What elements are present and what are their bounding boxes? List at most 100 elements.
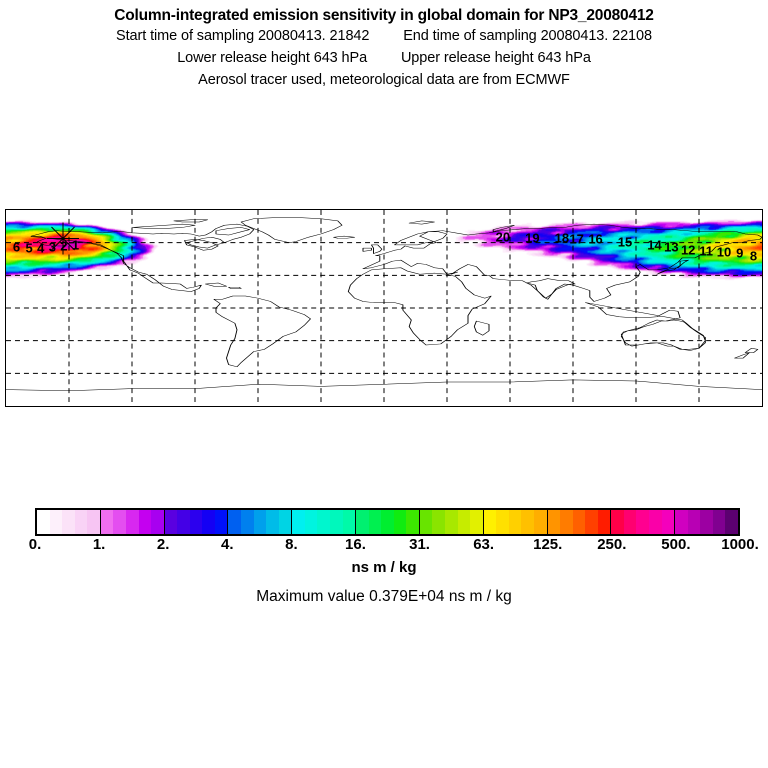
trajectory-label-20: 20 [495,229,511,245]
colorbar-band-3-2 [253,510,267,534]
colorbar-band-1-3 [138,510,152,534]
coastline-path-5 [213,295,311,368]
coastline-path-9 [370,244,383,254]
colorbar-band-0-3 [74,510,88,534]
coastline-path-3 [240,217,343,243]
maximum-value-label: Maximum value 0.379E+04 ns m / kg [256,588,512,605]
colorbar-tick-9: 250. [597,536,627,553]
coastline-path-12 [656,259,689,275]
colorbar-band-6-3 [457,510,471,534]
trajectory-label-5: 5 [25,240,33,256]
colorbar-band-7-2 [508,510,522,534]
trajectory-label-15: 15 [617,234,633,250]
colorbar-band-10-2 [700,510,713,534]
colorbar-band-10-1 [687,510,701,534]
colorbar-band-6-1 [432,510,445,534]
coastline-path-19 [228,287,242,289]
trajectory-label-1: 1 [71,237,80,253]
coastline-path-18 [205,282,227,287]
trajectory-label-11: 11 [699,243,713,259]
colorbar-band-1-1 [113,510,126,534]
page-title: Column-integrated emission sensitivity i… [114,7,654,24]
coastline-path-23 [492,224,515,233]
colorbar-container [35,508,740,536]
coastline-path-7 [473,320,490,336]
colorbar-segment-6 [419,510,484,534]
trajectory-label-9: 9 [736,245,744,261]
colorbar-band-5-1 [368,510,382,534]
colorbar-band-7-3 [521,510,534,534]
trajectory-label-17: 17 [569,231,584,247]
colorbar-tick-3: 4. [221,536,234,553]
colorbar-band-3-0 [228,510,241,534]
trajectory-label-18: 18 [554,230,570,246]
colorbar-band-0-0 [37,510,50,534]
colorbar-band-7-1 [496,510,509,534]
tracer-meteo-label: Aerosol tracer used, meteorological data… [198,72,570,88]
trajectory-label-12: 12 [680,242,696,258]
colorbar-tick-10: 500. [661,536,691,553]
colorbar-band-1-4 [151,510,164,534]
colorbar-band-10-0 [675,510,688,534]
coastline-path-16 [526,278,576,300]
colorbar-band-3-1 [241,510,254,534]
colorbar-band-4-2 [317,510,330,534]
colorbar-tick-7: 63. [473,536,495,553]
colorbar-band-4-1 [304,510,318,534]
coastline-path-4 [215,227,251,236]
colorbar-band-2-0 [164,510,178,534]
trajectory-label-layer: 1 2 3 4 5 6 8 9 10 11 12 13 14 15 16 17 18 19 20 [6,210,762,406]
colorbar-tick-4: 8. [285,536,298,553]
release-height-line: Lower release height 643 hPa Upper relea… [0,47,768,69]
trajectory-label-16: 16 [588,231,603,247]
colorbar-tick-2: 2. [156,536,170,553]
colorbar-segment-9 [611,510,676,534]
start-time-label: Start time of sampling 20080413. 21842 [116,28,370,44]
coastline-path-1 [30,223,255,249]
colorbar [35,508,740,536]
colorbar-band-0-4 [87,510,100,534]
trajectory-label-13: 13 [664,239,679,255]
colorbar-band-8-4 [597,510,611,534]
colorbar-segment-0 [37,510,101,534]
coastline-path-22 [408,220,435,225]
sampling-time-line: Start time of sampling 20080413. 21842 E… [0,25,768,47]
coastline-path-15 [734,352,750,359]
trajectory-label-2: 2 [60,238,68,254]
colorbar-band-8-3 [585,510,598,534]
trajectory-label-19: 19 [525,230,540,245]
colorbar-band-9-3 [649,510,662,534]
colorbar-tick-6: 31. [409,536,430,553]
colorbar-band-4-3 [329,510,343,534]
colorbar-segment-5 [356,510,420,534]
colorbar-tick-8: 125. [533,536,563,553]
colorbar-band-9-0 [611,510,624,534]
release-site-marker-icon [46,221,80,260]
colorbar-band-10-3 [712,510,726,534]
colorbar-band-0-2 [62,510,75,534]
colorbar-band-1-2 [125,510,139,534]
colorbar-segment-10 [675,510,738,534]
coastline-path-17 [333,235,356,239]
upper-release-height-label: Upper release height 643 hPa [400,50,591,66]
colorbar-band-6-0 [419,510,433,534]
colorbar-band-4-4 [342,510,356,534]
trajectory-label-8: 8 [749,248,758,264]
header-block: Column-integrated emission sensitivity i… [0,0,768,91]
colorbar-tick-11: 1000. [721,536,759,553]
colorbar-tick-0: 0. [28,536,42,553]
colorbar-band-5-4 [406,510,419,534]
colorbar-segment-2 [164,510,229,534]
colorbar-tick-5: 16. [345,536,366,553]
colorbar-segment-7 [483,510,548,534]
colorbar-band-3-4 [278,510,292,534]
colorbar-band-2-4 [214,510,228,534]
colorbar-segment-1 [100,510,165,534]
colorbar-band-6-2 [445,510,458,534]
colorbar-band-7-4 [533,510,547,534]
colorbar-band-9-2 [636,510,649,534]
map-inner: 1 2 3 4 5 6 8 9 10 11 12 13 14 15 16 17 18 19 20 [6,210,762,406]
coastline-path-21 [173,219,209,223]
coastline-path-6 [347,267,492,346]
colorbar-band-2-3 [202,510,215,534]
